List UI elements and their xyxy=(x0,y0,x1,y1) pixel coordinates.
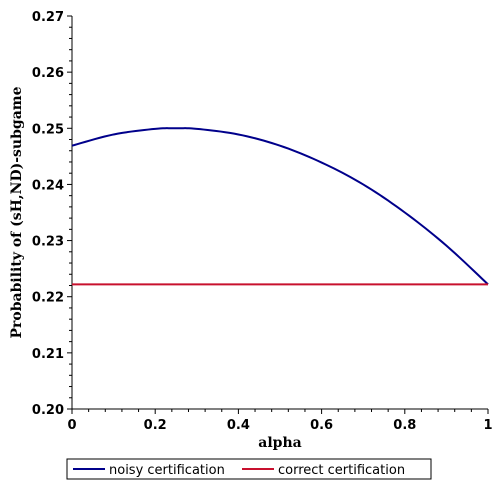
series-layer xyxy=(71,127,489,286)
series-line-noisy-certification xyxy=(71,127,489,286)
y-axis-label: Probability of (sH,ND)-subgame xyxy=(9,86,25,338)
x-axis-label: alpha xyxy=(258,435,301,451)
legend-label: noisy certification xyxy=(109,463,225,478)
x-tick-label: 0.8 xyxy=(393,418,416,433)
y-tick-label: 0.23 xyxy=(32,235,64,250)
x-tick-label: 0.2 xyxy=(144,418,167,433)
axes xyxy=(71,16,488,410)
ticks: 0 0.2 0.4 0.6 0.8 1 0.20 0.21 0.22 0.23 0.24 0.25 0.… xyxy=(32,10,493,433)
y-tick-label: 0.21 xyxy=(32,347,64,362)
x-tick-label: 0 xyxy=(67,418,76,433)
x-tick-label: 1 xyxy=(483,418,492,433)
y-tick-label: 0.22 xyxy=(32,291,64,306)
legend-label: correct certification xyxy=(278,463,405,478)
x-tick-label: 0.4 xyxy=(227,418,250,433)
x-tick-label: 0.6 xyxy=(310,418,333,433)
y-tick-label: 0.20 xyxy=(32,403,64,418)
legend: noisy certification correct certification xyxy=(66,458,432,480)
y-tick-label: 0.27 xyxy=(32,10,64,25)
y-tick-label: 0.24 xyxy=(32,178,64,193)
y-tick-label: 0.25 xyxy=(32,122,64,137)
y-tick-label: 0.26 xyxy=(32,66,64,81)
